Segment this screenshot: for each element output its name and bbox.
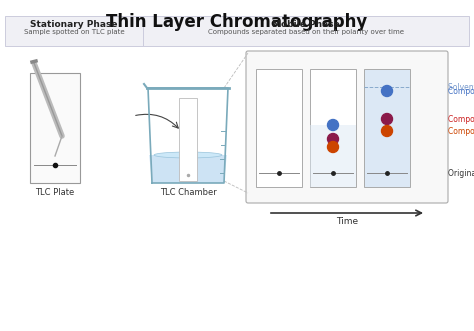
Bar: [310, 125, 356, 187]
Text: Compounds separated based on their polarity over time: Compounds separated based on their polar…: [208, 29, 404, 35]
Text: Compound A: Compound A: [448, 86, 474, 96]
Circle shape: [328, 133, 338, 145]
Bar: [179, 98, 197, 181]
Text: TLC Chamber: TLC Chamber: [160, 188, 216, 197]
Bar: [30, 73, 80, 183]
Circle shape: [382, 85, 392, 97]
Text: Sample spotted on TLC plate: Sample spotted on TLC plate: [24, 29, 124, 35]
Text: TLC Plate: TLC Plate: [36, 188, 74, 197]
Bar: [256, 69, 302, 187]
Ellipse shape: [154, 152, 222, 158]
Text: Time: Time: [336, 217, 358, 226]
Bar: [310, 69, 356, 187]
Circle shape: [382, 125, 392, 136]
Text: Mobile Phase: Mobile Phase: [272, 20, 340, 29]
Text: Original Sample: Original Sample: [448, 168, 474, 177]
Text: Solvent Front: Solvent Front: [448, 82, 474, 91]
Text: Compound C: Compound C: [448, 126, 474, 135]
Circle shape: [328, 119, 338, 130]
Bar: [364, 69, 410, 187]
FancyBboxPatch shape: [5, 16, 143, 46]
Circle shape: [382, 114, 392, 124]
Text: Thin Layer Chromatography: Thin Layer Chromatography: [106, 13, 368, 31]
Text: Stationary Phase: Stationary Phase: [30, 20, 118, 29]
Text: Compound B: Compound B: [448, 115, 474, 123]
FancyBboxPatch shape: [246, 51, 448, 203]
Polygon shape: [149, 155, 227, 183]
FancyBboxPatch shape: [143, 16, 469, 46]
Circle shape: [328, 141, 338, 153]
